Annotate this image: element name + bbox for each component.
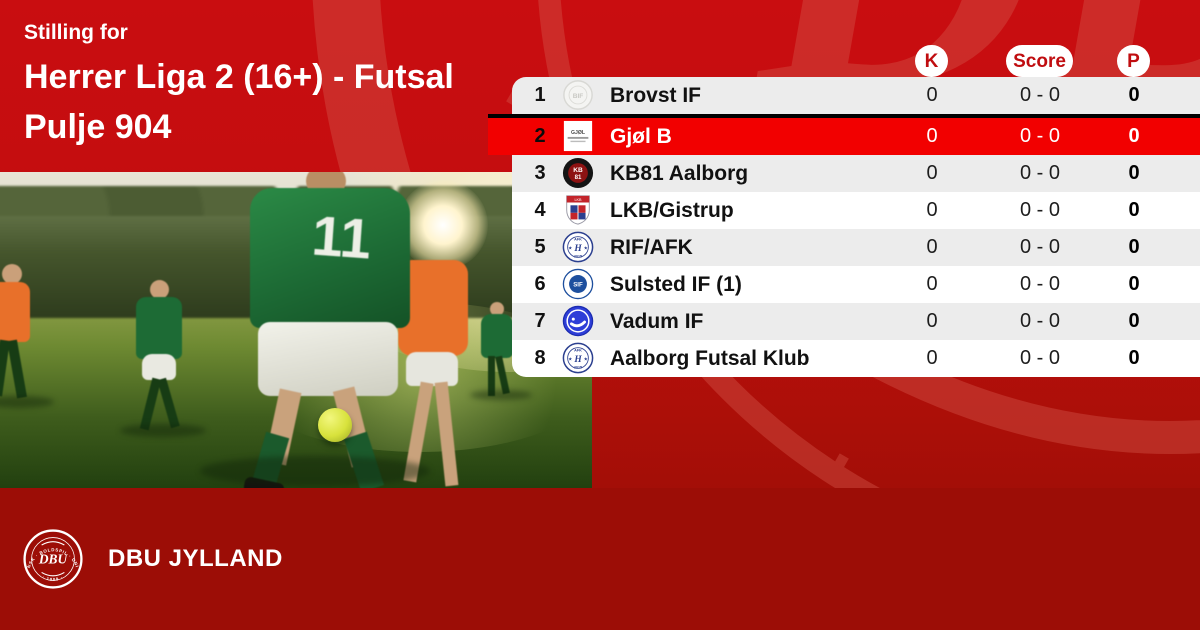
hero-photo: 11 [0,172,592,488]
team-name: Sulsted IF (1) [610,273,742,296]
points-value: 0 [1128,125,1140,147]
svg-text:· 1889 ·: · 1889 · [812,418,1200,488]
svg-text:AFK: AFK [574,237,582,241]
photo-sun-flare [398,180,488,270]
page-title-line2: Pulje 904 [24,108,172,146]
table-row: 7 Vadum IF 0 0 - 0 0 [512,303,1200,340]
points-value: 0 [1128,236,1140,258]
svg-text:★: ★ [568,356,572,361]
score-value: 0 - 0 [1019,84,1061,106]
position-number: 4 [534,199,546,221]
position-number: 5 [534,236,546,258]
table-row: 5 AFK H ★ ★ 2015 RIF/AFK 0 0 - 0 0 [512,229,1200,266]
score-value: 0 - 0 [1019,236,1061,258]
column-header-points: P [1117,45,1150,77]
matches-value: 0 [926,84,938,106]
matches-value: 0 [926,273,938,295]
svg-text:SIF: SIF [573,281,583,288]
score-value: 0 - 0 [1019,347,1061,369]
matches-value: 0 [926,236,938,258]
column-headers: K Score P [512,45,1200,77]
score-value: 0 - 0 [1019,310,1061,332]
team-name: Brovst IF [610,84,702,107]
hero-section: DANSK · BOLDSPIL · UNION · 1889 · DBU St… [0,0,1200,488]
team-name: KB81 Aalborg [610,162,749,185]
svg-text:★: ★ [584,245,588,250]
svg-text:81: 81 [575,174,582,181]
score-value: 0 - 0 [1019,125,1061,147]
team-logo-kb81: KB 81 [562,157,594,190]
svg-text:GJØL: GJØL [571,130,585,136]
score-value: 0 - 0 [1019,199,1061,221]
team-logo-afk: AFK H ★ ★ 2015 [562,342,594,375]
photo-jersey-number: 11 [309,203,374,271]
team-logo-afk: AFK H ★ ★ 2015 [562,231,594,264]
photo-ball [318,408,352,442]
team-name: Gjøl B [610,125,672,148]
crest-year-text: · 1889 · [42,574,63,581]
svg-text:2015: 2015 [574,254,582,258]
svg-text:· 1889 ·: · 1889 · [42,574,64,581]
team-name: Vadum IF [610,310,704,333]
position-number: 6 [534,273,546,295]
points-value: 0 [1128,273,1140,295]
position-number: 8 [534,347,546,369]
table-row-highlighted: 2 GJØL Gjøl B 0 0 - 0 0 [488,114,1200,155]
team-logo-gjol: GJØL [562,120,594,153]
svg-text:H: H [573,355,582,365]
svg-text:2015: 2015 [574,365,582,369]
points-value: 0 [1128,162,1140,184]
column-header-matches: K [915,45,948,77]
svg-text:H: H [573,244,582,254]
position-number: 1 [534,84,546,106]
points-value: 0 [1128,199,1140,221]
table-row: 6 SIF Sulsted IF (1) 0 0 - 0 0 [512,266,1200,303]
matches-value: 0 [926,199,938,221]
standings-table: K Score P 1 BIF Brovst IF 0 0 - 0 0 2 GJ… [488,45,1200,377]
table-row: 4 LKB LKB/Gistrup 0 0 - 0 0 [512,192,1200,229]
position-number: 3 [534,162,546,184]
svg-text:AFK: AFK [574,348,582,352]
dbu-crest-logo-icon: DANSK · BOLDSPIL · UNION · 1889 · DBU [22,528,83,589]
eyebrow-label: Stilling for [24,21,128,44]
svg-text:KB: KB [573,167,583,174]
column-header-score: Score [1006,45,1073,77]
table-row: 1 BIF Brovst IF 0 0 - 0 0 [512,77,1200,114]
crest-year-text: · 1889 · [812,418,1200,488]
team-logo-brovst: BIF [562,79,594,112]
svg-text:LKB: LKB [574,198,582,202]
position-number: 7 [534,310,546,332]
team-name: Aalborg Futsal Klub [610,347,810,370]
footer-bar: DANSK · BOLDSPIL · UNION · 1889 · DBU DB… [0,488,1200,630]
page-title: Herrer Liga 2 (16+) - Futsal Pulje 904 [24,52,504,152]
matches-value: 0 [926,162,938,184]
team-logo-lkb: LKB [562,194,594,227]
table-row: 8 AFK H ★ ★ 2015 Aalborg Futsal Klub 0 0 - 0… [512,340,1200,377]
svg-text:BIF: BIF [573,93,584,100]
standings-rows: 1 BIF Brovst IF 0 0 - 0 0 2 GJØL Gjøl B … [488,77,1200,377]
points-value: 0 [1128,347,1140,369]
points-value: 0 [1128,84,1140,106]
matches-value: 0 [926,310,938,332]
matches-value: 0 [926,347,938,369]
points-value: 0 [1128,310,1140,332]
crest-monogram: DBU [38,552,69,567]
position-number: 2 [534,125,546,147]
brand-name: DBU JYLLAND [108,545,283,572]
score-value: 0 - 0 [1019,162,1061,184]
matches-value: 0 [926,125,938,147]
team-logo-vadum [562,305,594,338]
team-name: RIF/AFK [610,236,693,259]
score-value: 0 - 0 [1019,273,1061,295]
page-title-line1: Herrer Liga 2 (16+) - Futsal [24,58,454,96]
team-logo-sulsted: SIF [562,268,594,301]
team-name: LKB/Gistrup [610,199,734,222]
table-row: 3 KB 81 KB81 Aalborg 0 0 - 0 0 [512,155,1200,192]
svg-text:★: ★ [584,356,588,361]
svg-text:★: ★ [568,245,572,250]
